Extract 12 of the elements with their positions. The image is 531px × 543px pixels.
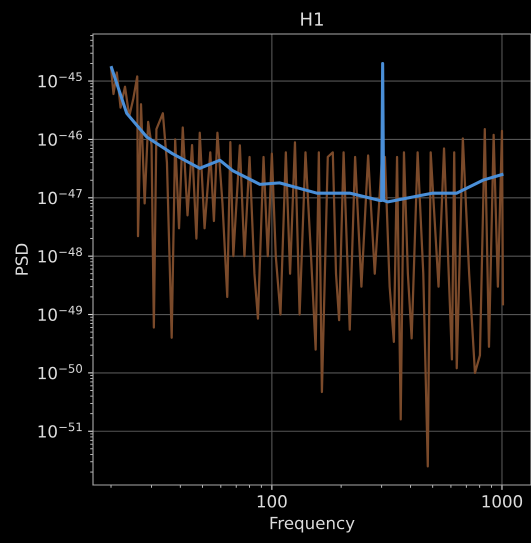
- y-tick-label: 10$^{−45}$: [38, 72, 82, 88]
- x-axis-title: Frequency: [270, 516, 355, 533]
- y-tick-label: 10$^{−49}$: [38, 306, 82, 321]
- y-axis-title: PSD: [15, 244, 28, 275]
- y-tick-label: 10$^{−46}$: [38, 130, 82, 146]
- chart-title: H1: [301, 12, 323, 26]
- x-tick-label: 1000: [482, 495, 522, 508]
- x-tick-label: 100: [258, 495, 287, 508]
- y-tick-label: 10$^{−50}$: [38, 364, 82, 380]
- y-tick-label: 10$^{−47}$: [38, 189, 82, 204]
- y-tick-label: 10$^{−51}$: [38, 422, 82, 438]
- y-tick-label: 10$^{−48}$: [38, 247, 82, 263]
